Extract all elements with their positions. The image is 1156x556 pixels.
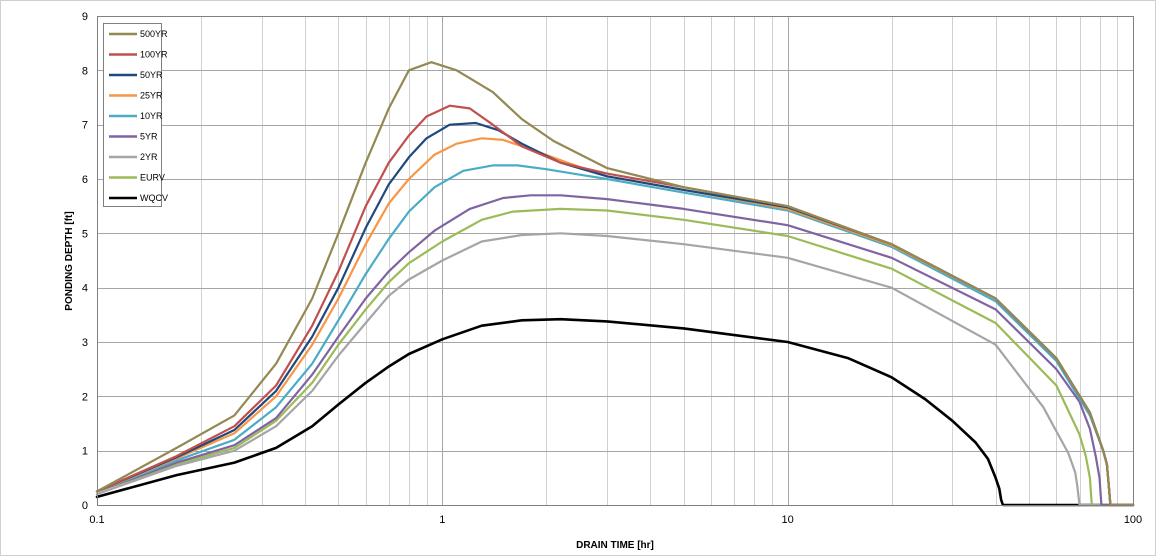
legend: 500YR 100YR 50YR 25YR 10YR 5YR 2YR EURV WQCV: [104, 24, 169, 207]
legend-label-wqcv: WQCV: [140, 193, 168, 203]
x-tick-label: 10: [782, 514, 794, 526]
legend-label-2yr: 2YR: [140, 152, 158, 162]
legend-label-100yr: 100YR: [140, 50, 168, 60]
x-tick-label: 1: [439, 514, 445, 526]
y-tick-label: 3: [82, 337, 88, 349]
y-axis-title: PONDING DEPTH [ft]: [64, 211, 75, 310]
legend-label-25yr: 25YR: [140, 91, 163, 101]
legend-label-eurv: EURV: [140, 173, 165, 183]
legend-label-500yr: 500YR: [140, 29, 168, 39]
legend-label-5yr: 5YR: [140, 132, 158, 142]
y-tick-label: 7: [82, 120, 88, 132]
y-tick-label: 4: [82, 283, 88, 295]
y-tick-label: 8: [82, 65, 88, 77]
y-tick-label: 1: [82, 446, 88, 458]
x-tick-label: 0.1: [89, 514, 104, 526]
legend-label-50yr: 50YR: [140, 70, 163, 80]
y-tick-label: 0: [82, 500, 88, 512]
legend-label-10yr: 10YR: [140, 111, 163, 121]
x-axis-title: DRAIN TIME [hr]: [576, 540, 654, 551]
y-tick-label: 9: [82, 11, 88, 23]
y-tick-label: 5: [82, 228, 88, 240]
y-tick-label: 2: [82, 391, 88, 403]
x-tick-label: 100: [1124, 514, 1142, 526]
y-tick-label: 6: [82, 174, 88, 186]
